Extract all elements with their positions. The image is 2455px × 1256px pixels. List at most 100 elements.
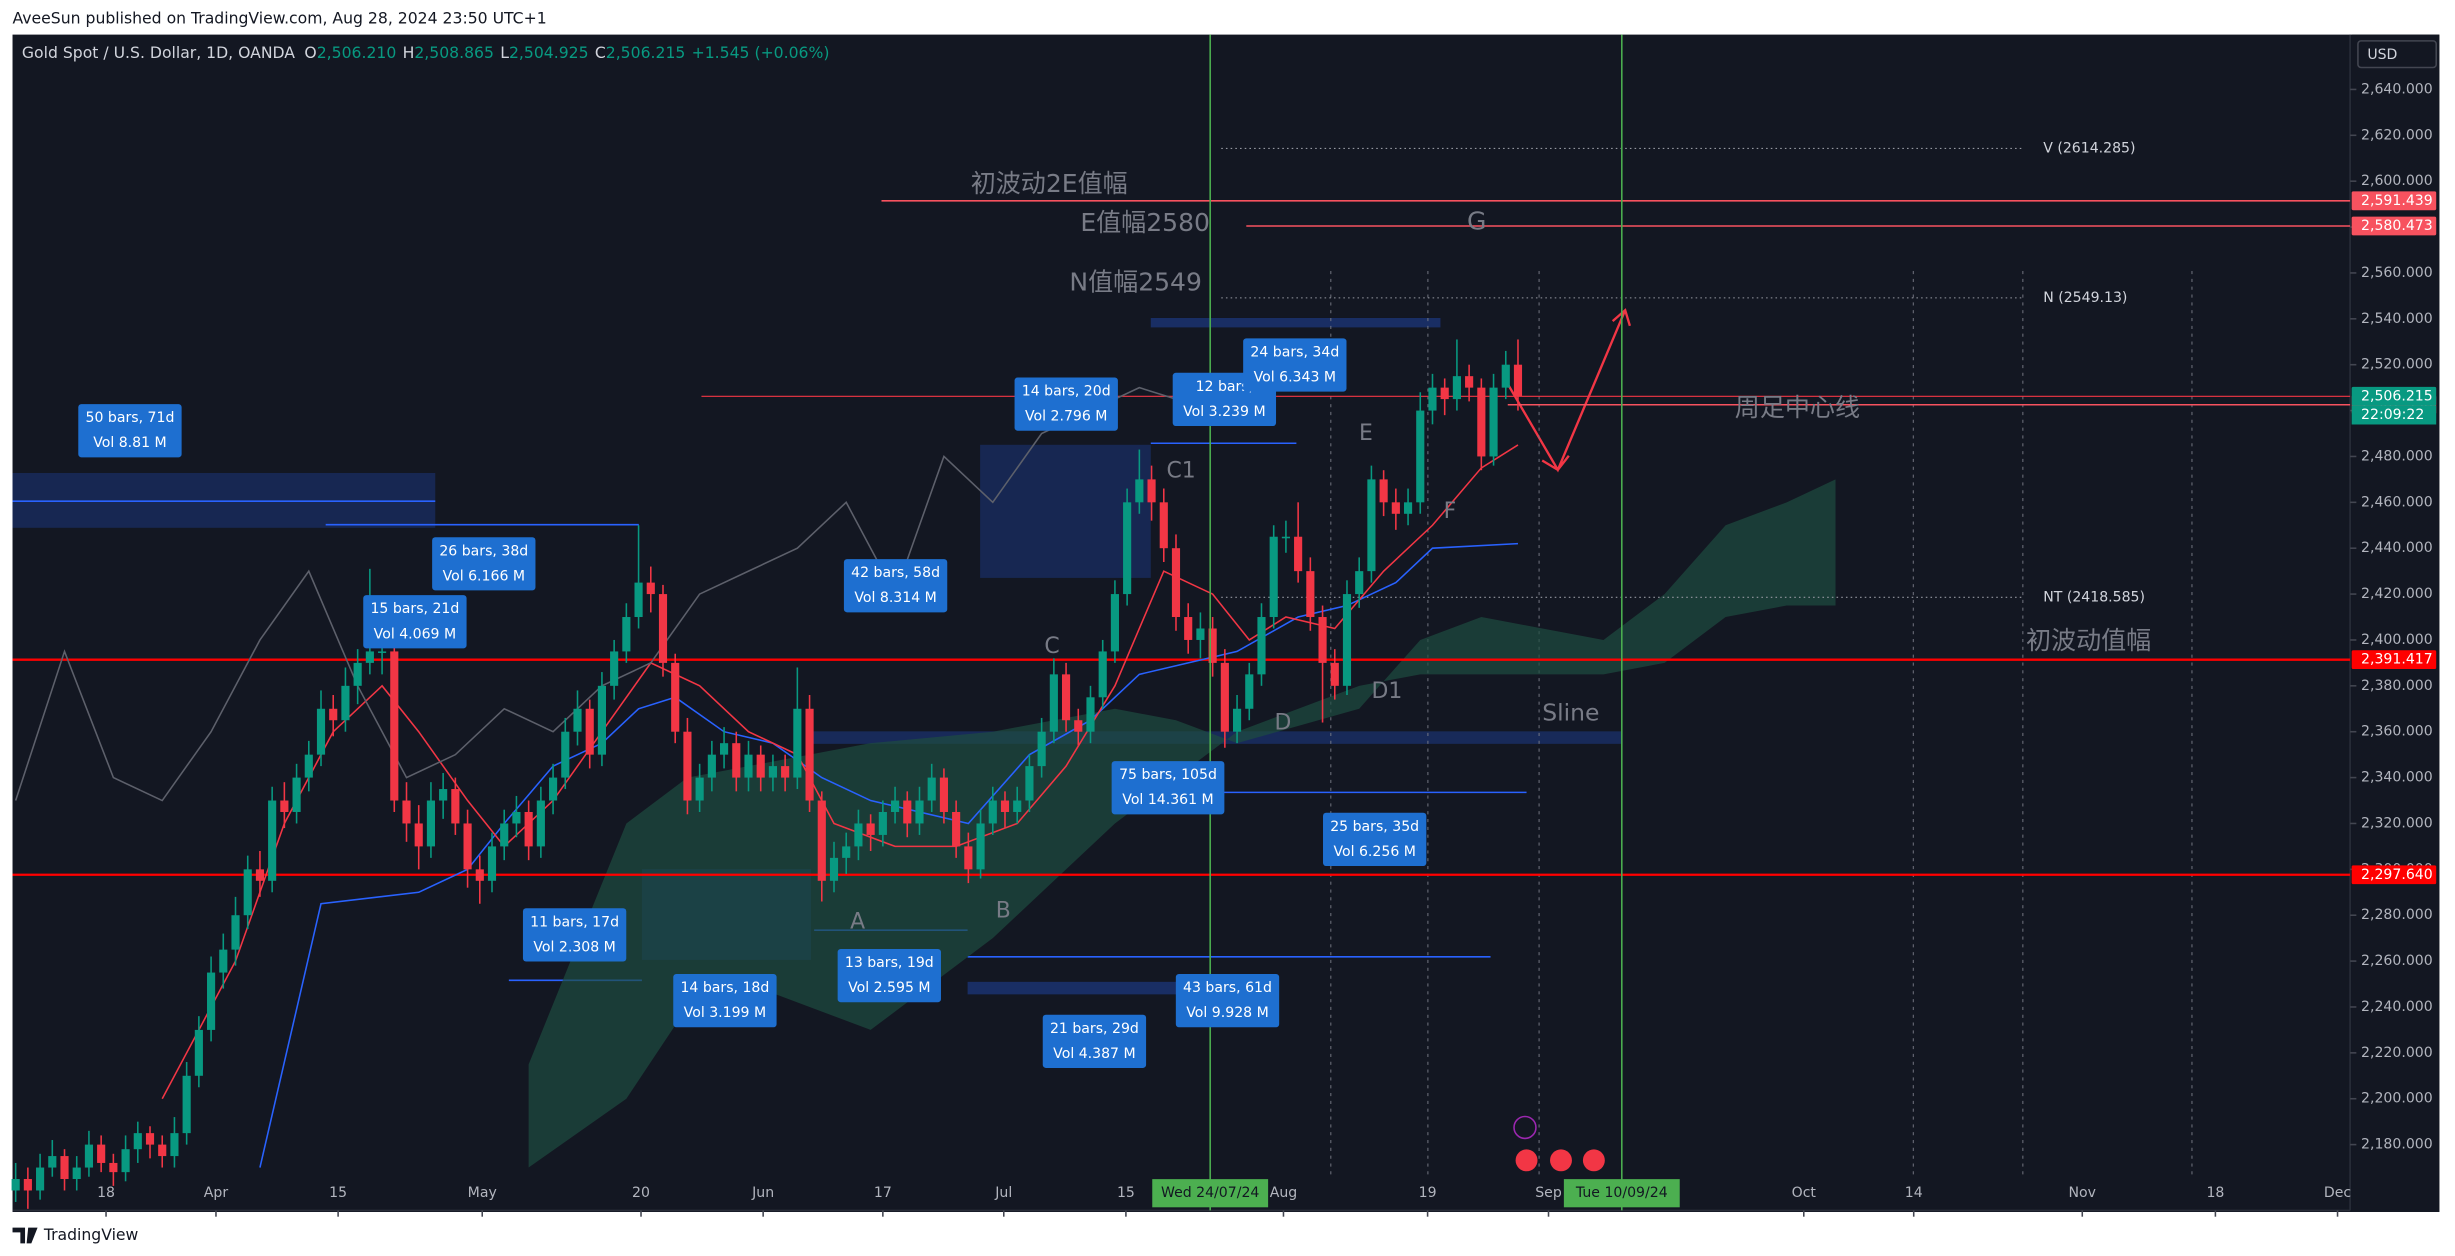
- candle-body: [1184, 617, 1193, 640]
- y-tick-label: 2,540.000: [2361, 311, 2433, 327]
- publish-note: AveeSun published on TradingView.com, Au…: [13, 8, 547, 27]
- measure-vol: Vol 4.069 M: [374, 626, 456, 642]
- candle-body: [1123, 502, 1132, 595]
- measure-vol: Vol 6.256 M: [1333, 844, 1415, 860]
- y-tick-label: 2,440.000: [2361, 540, 2433, 556]
- indicator-line: [161, 444, 1519, 1100]
- price-axis: [2351, 34, 2440, 1213]
- measure-box: [1111, 761, 1225, 815]
- x-tick-label: Aug: [1270, 1185, 1298, 1201]
- ohlc-text: C: [595, 43, 606, 62]
- candle-body: [1110, 594, 1119, 652]
- measure-bars: 13 bars, 19d: [845, 955, 934, 971]
- price-tag-label: 2,391.417: [2361, 652, 2433, 668]
- candle-body: [1330, 662, 1339, 686]
- candle-body: [1403, 502, 1413, 514]
- range-box: [1150, 317, 1441, 328]
- candle-body: [145, 1133, 155, 1145]
- candle-body: [500, 823, 509, 847]
- price-tag: [2351, 650, 2437, 670]
- x-tick-label: Nov: [2069, 1185, 2096, 1201]
- measure-vol: Vol 3.239 M: [1183, 404, 1265, 420]
- y-tick-label: 2,220.000: [2361, 1045, 2433, 1061]
- candle-body: [1159, 502, 1168, 549]
- candle-body: [658, 594, 668, 663]
- candle-body: [36, 1167, 45, 1191]
- ohlc-text: +1.545 (+0.06%): [692, 43, 830, 62]
- x-tick-label: 20: [632, 1185, 650, 1201]
- candle-body: [585, 708, 594, 755]
- last-price-tag-label: 2,506.215: [2361, 388, 2433, 404]
- candle-body: [48, 1156, 57, 1168]
- measure-box: [1323, 812, 1427, 866]
- y-tick-label: 2,600.000: [2361, 173, 2433, 189]
- y-tick-label: 2,400.000: [2361, 632, 2433, 648]
- candle-body: [1147, 479, 1156, 503]
- candle-body: [1379, 479, 1388, 503]
- y-tick-label: 2,560.000: [2361, 265, 2433, 281]
- candle-body: [109, 1162, 118, 1173]
- candle-body: [1220, 662, 1229, 732]
- annotation: G: [1467, 206, 1486, 235]
- candle-body: [768, 766, 777, 778]
- x-tick-label: Apr: [204, 1185, 229, 1201]
- measure-vol: Vol 2.308 M: [533, 939, 615, 955]
- candle-body: [1294, 536, 1303, 572]
- time-marker-label: Wed 24/07/24: [1161, 1185, 1259, 1201]
- annotation: N值幅2549: [1069, 268, 1202, 297]
- countdown: 22:09:22: [2361, 407, 2424, 423]
- annotation: C1: [1166, 458, 1195, 483]
- annotation: D: [1274, 711, 1291, 736]
- candle-body: [451, 789, 460, 824]
- candle-body: [878, 811, 887, 835]
- y-tick-label: 2,280.000: [2361, 907, 2433, 923]
- candle-body: [463, 823, 472, 870]
- candle-body: [1061, 674, 1071, 721]
- candle-body: [207, 972, 216, 1030]
- candle-body: [378, 651, 387, 653]
- x-tick-label: Jun: [751, 1185, 774, 1201]
- y-tick-label: 2,320.000: [2361, 815, 2433, 831]
- note-label: V (2614.285): [2043, 140, 2135, 156]
- annotation: C: [1044, 634, 1059, 659]
- candle-body: [549, 777, 558, 801]
- measure-bars: 43 bars, 61d: [1183, 980, 1272, 996]
- measure-box: [673, 974, 777, 1028]
- candle-body: [365, 651, 374, 663]
- candle-body: [964, 846, 973, 870]
- measure-vol: Vol 8.314 M: [854, 590, 936, 606]
- measure-box: [837, 948, 941, 1003]
- last-price-tag: [2351, 386, 2437, 406]
- candle-body: [231, 915, 240, 950]
- measure-box: [522, 908, 627, 962]
- candle-body: [524, 811, 533, 847]
- candle-body: [402, 800, 411, 824]
- candle-body: [1086, 697, 1095, 732]
- measure-bars: 15 bars, 21d: [370, 601, 459, 617]
- candle-body: [1342, 594, 1352, 686]
- candle-body: [487, 846, 497, 881]
- candle-body: [707, 754, 716, 778]
- candle-body: [158, 1144, 167, 1157]
- price-tag-label: 2,580.473: [2361, 218, 2433, 234]
- annotation: 周足中心线: [1735, 393, 1860, 422]
- measure-bars: 42 bars, 58d: [851, 565, 940, 581]
- currency-box: [2357, 40, 2437, 69]
- measure-bars: 11 bars, 17d: [530, 914, 619, 930]
- note-label: N (2549.13): [2043, 290, 2127, 306]
- candle-body: [927, 777, 936, 801]
- candle-body: [439, 789, 448, 801]
- measure-vol: Vol 4.387 M: [1053, 1046, 1135, 1062]
- price-tag: [2351, 191, 2437, 211]
- price-tag: [2351, 216, 2437, 236]
- measure-bars: 14 bars, 18d: [680, 980, 769, 996]
- candle-body: [1306, 571, 1315, 618]
- note-label: NT (2418.585): [2043, 589, 2145, 605]
- annotation: A: [850, 909, 865, 934]
- annotation: B: [996, 898, 1011, 923]
- y-tick-label: 2,520.000: [2361, 357, 2433, 373]
- candle-body: [829, 857, 839, 881]
- candle-body: [1257, 617, 1266, 675]
- x-tick-label: 18: [2206, 1185, 2224, 1201]
- candle-body: [133, 1133, 142, 1150]
